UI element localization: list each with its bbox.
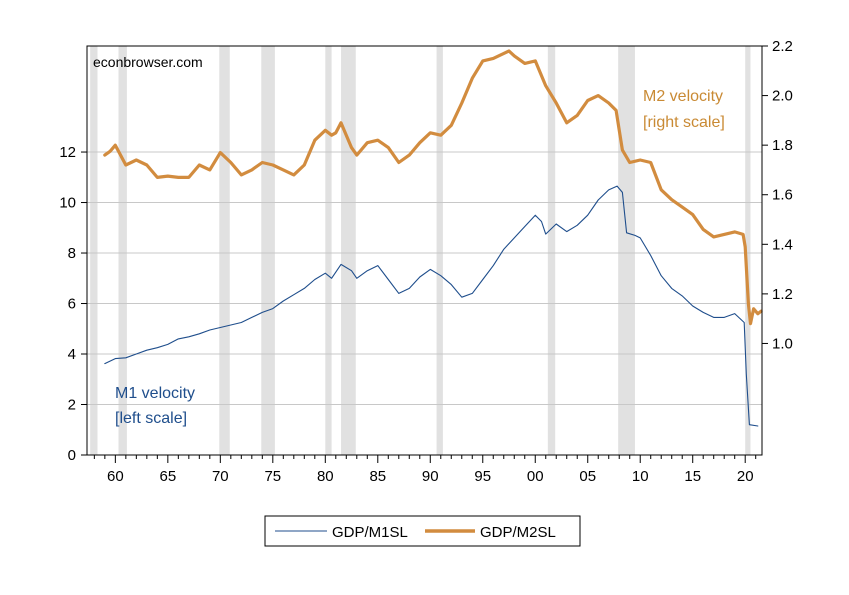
right-y-axis: 1.0 1.2 1.4 1.6 1.8 2.0 2.2	[762, 38, 793, 352]
left-tick-label-10: 10	[59, 195, 76, 212]
recession-band-5	[341, 46, 356, 455]
x-tick-label-1970: 70	[212, 468, 229, 485]
series-line-gdp-m2sl	[103, 49, 763, 326]
x-tick-label-1985: 85	[369, 468, 386, 485]
m2-annotation-title: M2 velocity	[643, 88, 723, 105]
left-tick-label-12: 12	[59, 144, 76, 161]
left-tick-label-8: 8	[68, 245, 76, 262]
x-tick-label-1975: 75	[264, 468, 281, 485]
right-tick-label-2.0: 2.0	[772, 88, 793, 105]
m2-annotation-scale: [right scale]	[643, 114, 725, 131]
x-tick-label-2005: 05	[579, 468, 596, 485]
recession-band-4	[325, 46, 332, 455]
left-y-axis: 0 2 4 6 8 10 12	[59, 144, 87, 464]
recession-band-6	[436, 46, 443, 455]
recession-band-8	[618, 46, 635, 455]
x-tick-label-2010: 10	[632, 468, 649, 485]
m1-annotation-scale: [left scale]	[115, 410, 187, 427]
right-tick-label-1.8: 1.8	[772, 137, 793, 154]
left-tick-label-0: 0	[68, 447, 76, 464]
series-line-gdp-m1sl	[104, 185, 759, 427]
recession-band-7	[547, 46, 556, 455]
x-tick-label-2015: 15	[684, 468, 701, 485]
legend: GDP/M1SL GDP/M2SL	[264, 515, 581, 547]
x-tick-label-2000: 00	[527, 468, 544, 485]
x-axis: 60 65 70 75 80 85 90 95 00 05 10 15 20	[93, 455, 757, 485]
series-lines	[103, 49, 763, 427]
recession-shading	[90, 46, 751, 455]
x-tick-label-2020: 20	[737, 468, 754, 485]
watermark: econbrowser.com	[93, 54, 203, 70]
x-tick-label-1995: 95	[474, 468, 491, 485]
right-tick-label-2.2: 2.2	[772, 38, 793, 55]
x-tick-label-1960: 60	[107, 468, 124, 485]
left-tick-label-2: 2	[68, 397, 76, 414]
recession-band-9	[745, 46, 751, 455]
x-tick-label-1965: 65	[159, 468, 176, 485]
x-tick-label-1990: 90	[422, 468, 439, 485]
gridlines	[87, 151, 762, 406]
right-tick-label-1.2: 1.2	[772, 286, 793, 303]
recession-band-3	[261, 46, 275, 455]
left-tick-label-6: 6	[68, 296, 76, 313]
x-tick-label-1980: 80	[317, 468, 334, 485]
plot-frame	[86, 45, 763, 456]
legend-label-m1: GDP/M1SL	[332, 524, 408, 541]
recession-band-2	[219, 46, 230, 455]
legend-label-m2: GDP/M2SL	[480, 524, 556, 541]
left-tick-label-4: 4	[68, 346, 76, 363]
recession-band-0	[90, 46, 98, 455]
right-tick-label-1.4: 1.4	[772, 236, 793, 253]
right-tick-label-1.6: 1.6	[772, 187, 793, 204]
right-tick-label-1.0: 1.0	[772, 335, 793, 352]
recession-band-1	[118, 46, 127, 455]
m1-annotation-title: M1 velocity	[115, 385, 195, 402]
